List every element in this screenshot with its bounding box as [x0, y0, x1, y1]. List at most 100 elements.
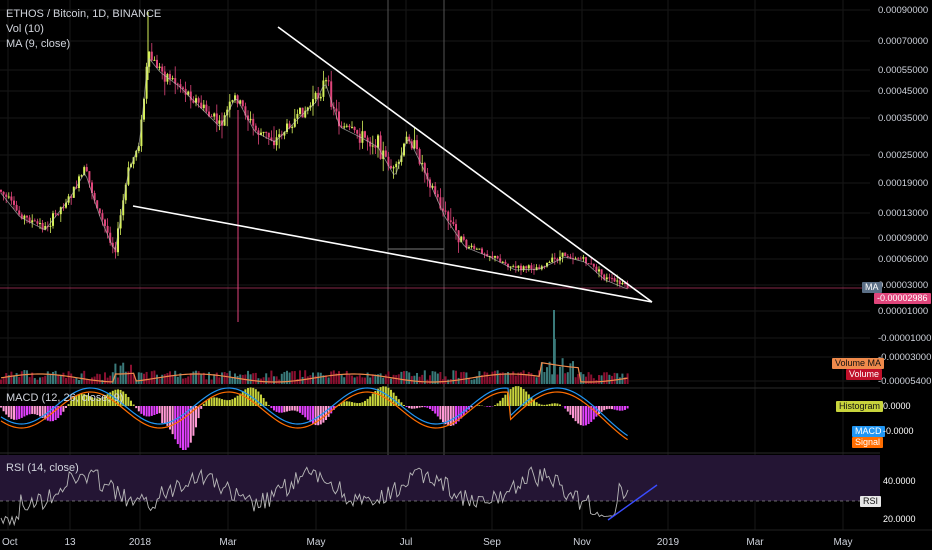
volume-bar — [301, 376, 304, 384]
volume-bar — [551, 374, 554, 384]
volume-tick-label: -0.00001000 — [878, 333, 931, 344]
volume-bar — [475, 376, 478, 384]
volume-bar — [140, 372, 143, 384]
macd-legend[interactable]: MACD (12, 26, close, 9) — [6, 392, 124, 404]
candle-body — [598, 269, 600, 272]
time-tick-label: Mar — [219, 537, 237, 548]
candle-body — [626, 283, 629, 289]
macd-hist-bar — [267, 405, 270, 406]
upper-trendline[interactable] — [277, 26, 653, 303]
macd-hist-bar — [241, 391, 244, 406]
macd-hist-bar — [166, 406, 169, 426]
candle-body — [556, 258, 559, 261]
macd-hist-bar — [444, 406, 447, 425]
macd-hist-bar — [101, 397, 104, 406]
rsi-trendline[interactable] — [607, 484, 658, 521]
macd-hist-bar — [330, 406, 333, 414]
macd-hist-bar — [260, 394, 262, 406]
candle-body — [455, 224, 457, 231]
volume-bar — [330, 371, 333, 384]
candle-body — [158, 66, 161, 68]
volume-bar — [75, 377, 78, 384]
macd-hist-bar — [478, 405, 481, 406]
candle-body — [218, 120, 221, 124]
symbol-title[interactable]: ETHOS / Bitcoin, 1D, BINANCE — [6, 8, 162, 20]
macd-hist-bar — [348, 401, 351, 406]
candle-body — [182, 87, 184, 89]
candle-body — [85, 167, 88, 172]
volume-bar — [153, 370, 156, 384]
volume-bar — [44, 375, 47, 384]
macd-hist-bar — [88, 396, 91, 406]
rsi-legend[interactable]: RSI (14, close) — [6, 462, 79, 474]
volume-bar — [85, 378, 88, 384]
time-tick-label: Nov — [573, 537, 591, 548]
price-tick-label: 0.00001000 — [878, 306, 928, 317]
macd-hist-bar — [309, 406, 312, 423]
volume-bar — [124, 371, 127, 384]
candle-body — [283, 131, 286, 136]
candle-body — [465, 239, 468, 248]
volume-bar — [221, 372, 223, 384]
price-axis[interactable]: 0.00090000 0.00070000 0.00055000 0.00045000… — [878, 5, 931, 387]
candle-body — [327, 80, 330, 82]
candle-body — [312, 99, 314, 106]
macd-hist-bar — [590, 406, 593, 422]
macd-hist-bar — [280, 406, 283, 413]
macd-hist-bar — [223, 399, 226, 406]
volume-bar — [587, 372, 590, 384]
macd-hist-bar — [293, 406, 296, 411]
time-axis[interactable]: Oct 13 2018 Mar May Jul Sep Nov 2019 Mar May — [2, 537, 852, 548]
volume-bar — [335, 373, 338, 384]
macd-hist-bar — [111, 390, 114, 406]
macd-hist-bar — [33, 406, 36, 415]
macd-hist-bar — [231, 399, 234, 406]
volume-legend[interactable]: Vol (10) — [6, 23, 44, 35]
volume-bar — [559, 366, 561, 384]
candle-body — [530, 265, 533, 270]
macd-hist-bar — [140, 406, 143, 414]
macd-hist-bar — [62, 406, 65, 412]
volume-bar — [283, 372, 286, 384]
candle-body — [566, 256, 569, 258]
volume-bar — [449, 379, 452, 384]
volume-bar — [296, 379, 299, 384]
macd-hist-bar — [429, 406, 431, 410]
volume-bar — [483, 371, 486, 384]
candle-body — [369, 141, 372, 147]
lower-trendline[interactable] — [132, 205, 653, 303]
candle-body — [2, 191, 5, 195]
volume-bar — [148, 379, 151, 384]
volume-bar — [161, 374, 164, 384]
macd-hist-bar — [265, 401, 268, 406]
candle-body — [603, 274, 606, 280]
volume-bar — [46, 371, 49, 384]
volume-bar — [280, 373, 283, 384]
candle-body — [5, 194, 8, 197]
candle-body — [616, 280, 619, 282]
macd-hist-bar — [78, 394, 80, 406]
volume-bar — [543, 372, 546, 384]
candle-body — [26, 215, 28, 218]
macd-hist-bar — [509, 389, 512, 406]
time-tick-label: 2018 — [129, 537, 152, 548]
ma-legend[interactable]: MA (9, close) — [6, 38, 71, 50]
volume-bar — [579, 372, 582, 384]
volume-bar — [353, 377, 356, 384]
volume-bar — [28, 377, 31, 384]
volume-bar — [603, 372, 606, 384]
time-tick-label: Jul — [400, 537, 413, 548]
macd-hist-bar — [442, 406, 444, 423]
macd-hist-bar — [148, 406, 151, 417]
volume-bar — [202, 372, 205, 384]
volume-bar — [306, 376, 309, 384]
candle-body — [184, 88, 187, 95]
volume-bar — [158, 378, 161, 384]
candle-body — [449, 220, 452, 222]
time-tick-label: Oct — [2, 537, 18, 548]
candle-body — [501, 261, 504, 263]
macd-hist-bar — [286, 406, 288, 412]
macd-hist-bar — [436, 406, 439, 417]
volume-bar — [535, 377, 538, 384]
